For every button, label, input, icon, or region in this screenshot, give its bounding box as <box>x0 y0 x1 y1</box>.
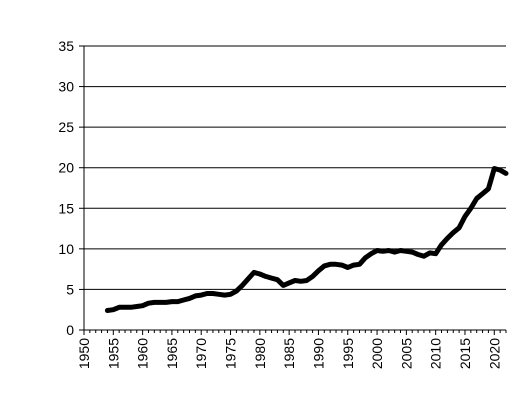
x-tick-label: 2005 <box>398 338 414 369</box>
x-tick-label: 1965 <box>164 338 180 369</box>
y-tick-label: 5 <box>66 281 74 297</box>
x-tick-label: 2000 <box>369 338 385 369</box>
x-tick-label: 1950 <box>76 338 92 369</box>
x-tick-label: 1955 <box>105 338 121 369</box>
y-tick-label: 10 <box>58 241 74 257</box>
x-tick-label: 2020 <box>486 338 502 369</box>
y-tick-labels: 0 5 10 15 20 25 30 35 <box>58 38 74 338</box>
series <box>104 166 509 313</box>
y-tick-label: 35 <box>58 38 74 54</box>
x-tick-label: 1995 <box>340 338 356 369</box>
x-tick-label: 2015 <box>457 338 473 369</box>
y-tick-label: 30 <box>58 79 74 95</box>
x-tick-label: 1980 <box>252 338 268 369</box>
y-tick-label: 20 <box>58 160 74 176</box>
series-line-0 <box>104 166 509 313</box>
x-tick-labels: 1950 1955 1960 1965 1970 1975 1980 1985 1990 1995… <box>76 338 502 369</box>
x-tick-label: 1990 <box>310 338 326 369</box>
x-tick-label: 1960 <box>135 338 151 369</box>
x-tick-label: 1975 <box>223 338 239 369</box>
x-tick-label: 1970 <box>193 338 209 369</box>
x-tick-label: 1985 <box>281 338 297 369</box>
x-tick-label: 2010 <box>428 338 444 369</box>
gridlines <box>84 45 506 290</box>
y-tick-label: 15 <box>58 200 74 216</box>
y-tick-label: 25 <box>58 119 74 135</box>
y-tick-label: 0 <box>66 322 74 338</box>
axes <box>79 45 507 335</box>
